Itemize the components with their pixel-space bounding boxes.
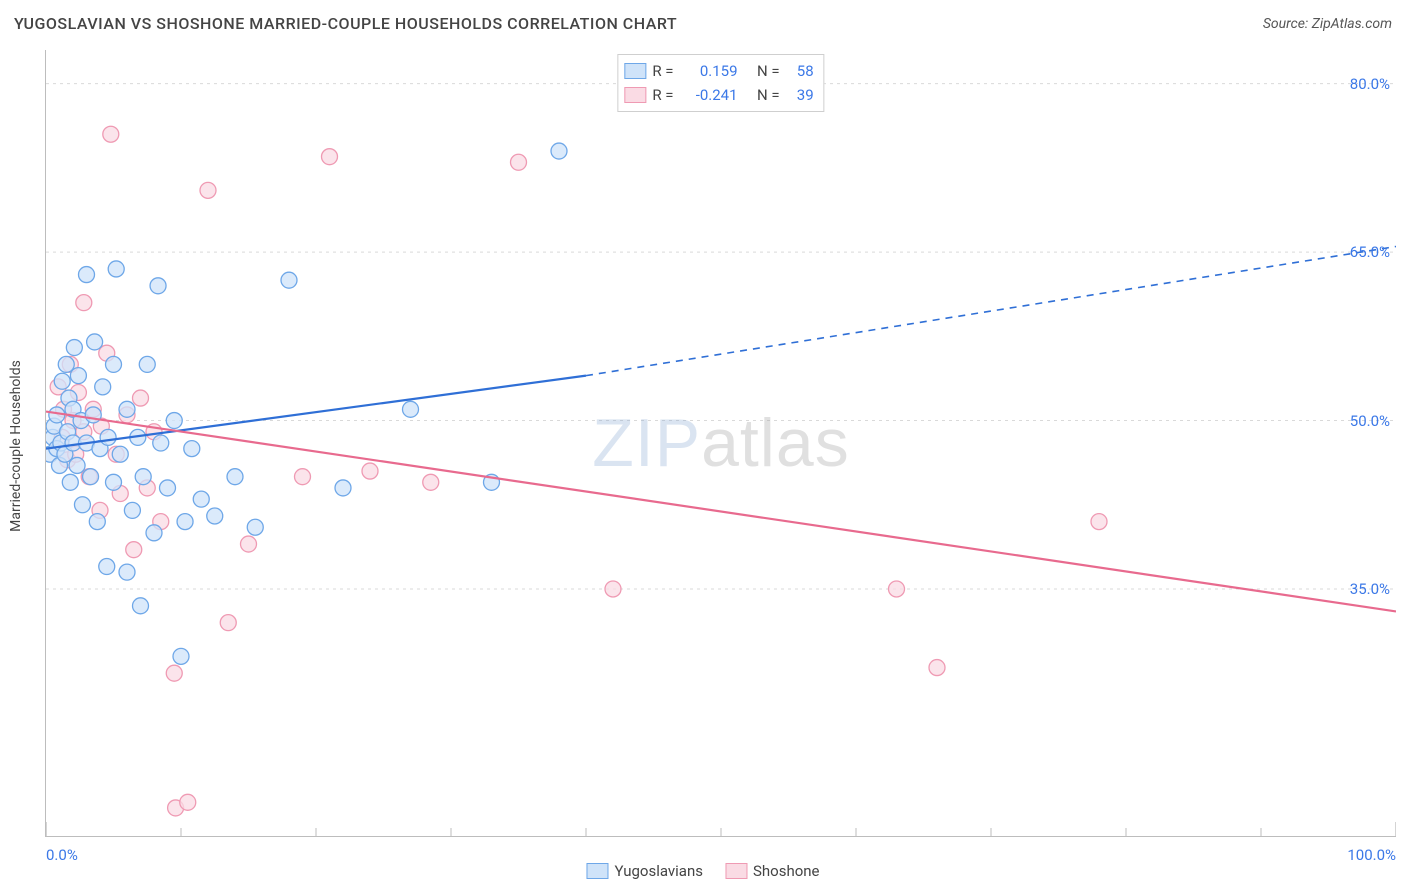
legend-label-shoshone: Shoshone: [753, 862, 820, 880]
r-value-shoshone: -0.241: [680, 86, 738, 104]
y-tick-label: 65.0%: [1350, 243, 1390, 261]
x-tick-label: 100.0%: [1347, 846, 1396, 864]
swatch-shoshone: [624, 87, 646, 103]
r-label: R =: [652, 62, 673, 80]
swatch-yugoslavians: [624, 63, 646, 79]
n-label: N =: [757, 62, 780, 80]
x-tick-label: 0.0%: [46, 846, 78, 864]
n-label: N =: [757, 86, 780, 104]
stats-legend-box: R = 0.159 N = 58 R = -0.241 N = 39: [617, 54, 824, 112]
stats-row-shoshone: R = -0.241 N = 39: [624, 83, 813, 107]
legend-bottom: Yugoslavians Shoshone: [586, 862, 819, 880]
r-value-yugoslavians: 0.159: [680, 62, 738, 80]
chart-source: Source: ZipAtlas.com: [1263, 16, 1392, 32]
legend-label-yugoslavians: Yugoslavians: [614, 862, 703, 880]
stats-row-yugoslavians: R = 0.159 N = 58: [624, 59, 813, 83]
y-tick-label: 35.0%: [1350, 580, 1390, 598]
legend-item-shoshone: Shoshone: [725, 862, 820, 880]
r-label: R =: [652, 86, 673, 104]
header-row: YUGOSLAVIAN VS SHOSHONE MARRIED-COUPLE H…: [14, 14, 1392, 33]
plot-area: ZIPatlas R = 0.159 N = 58 R = -0.241 N =…: [45, 50, 1396, 837]
chart-title: YUGOSLAVIAN VS SHOSHONE MARRIED-COUPLE H…: [14, 14, 677, 33]
y-tick-label: 50.0%: [1350, 412, 1390, 430]
y-tick-label: 80.0%: [1350, 75, 1390, 93]
correlation-chart: YUGOSLAVIAN VS SHOSHONE MARRIED-COUPLE H…: [0, 0, 1406, 892]
plot-svg: [46, 50, 1396, 836]
swatch-yugoslavians: [586, 863, 608, 879]
n-value-yugoslavians: 58: [786, 62, 814, 80]
legend-item-yugoslavians: Yugoslavians: [586, 862, 703, 880]
n-value-shoshone: 39: [786, 86, 814, 104]
swatch-shoshone: [725, 863, 747, 879]
y-axis-label: Married-couple Households: [8, 360, 24, 532]
